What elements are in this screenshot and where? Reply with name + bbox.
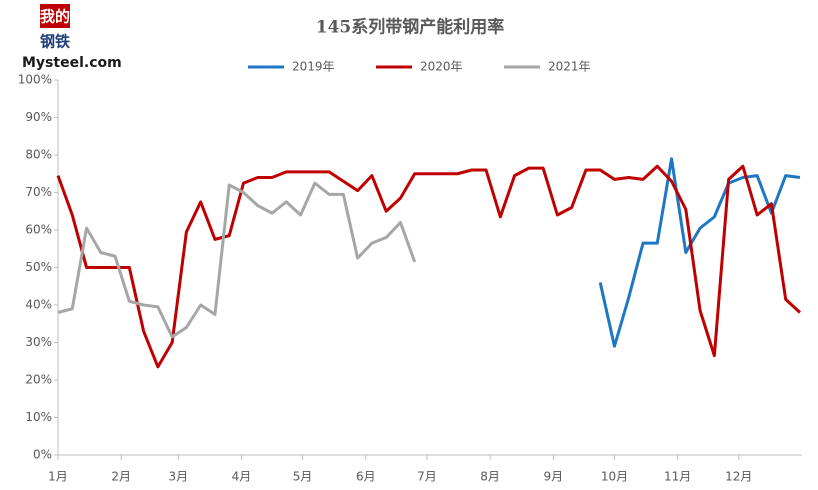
x-tick-label: 5月 bbox=[293, 470, 313, 484]
chart-title: 145系列带钢产能利用率 bbox=[316, 17, 505, 38]
y-tick-label: 50% bbox=[25, 260, 52, 274]
x-tick-label: 9月 bbox=[544, 470, 564, 484]
logo-middle: 钢铁 bbox=[40, 33, 70, 51]
y-tick-label: 90% bbox=[25, 110, 52, 124]
x-tick-label: 4月 bbox=[232, 470, 252, 484]
x-tick-label: 6月 bbox=[356, 470, 376, 484]
logo-box bbox=[40, 4, 70, 28]
series-line bbox=[57, 181, 417, 339]
x-tick-label: 3月 bbox=[168, 470, 188, 484]
logo-top: 我的 bbox=[40, 8, 70, 26]
x-tick-label: 11月 bbox=[664, 470, 691, 484]
x-tick-label: 2月 bbox=[111, 470, 131, 484]
x-tick-label: 12月 bbox=[725, 470, 752, 484]
y-tick-label: 80% bbox=[25, 148, 52, 162]
y-tick-label: 10% bbox=[25, 410, 52, 424]
y-tick-label: 20% bbox=[25, 373, 52, 387]
legend-label: 2020年 bbox=[420, 60, 463, 74]
x-tick-label: 7月 bbox=[417, 470, 437, 484]
y-tick-label: 0% bbox=[33, 448, 52, 462]
y-tick-label: 30% bbox=[25, 335, 52, 349]
x-tick-label: 8月 bbox=[480, 470, 500, 484]
legend-label: 2019年 bbox=[292, 60, 335, 74]
logo-bottom: Mysteel.com bbox=[22, 55, 122, 71]
legend-label: 2021年 bbox=[548, 60, 591, 74]
y-tick-label: 100% bbox=[18, 73, 52, 87]
series-line bbox=[56, 164, 801, 369]
x-tick-label: 1月 bbox=[48, 470, 68, 484]
y-tick-label: 60% bbox=[25, 223, 52, 237]
series-line bbox=[598, 157, 801, 348]
x-tick-label: 10月 bbox=[601, 470, 628, 484]
y-tick-label: 40% bbox=[25, 298, 52, 312]
y-tick-label: 70% bbox=[25, 185, 52, 199]
